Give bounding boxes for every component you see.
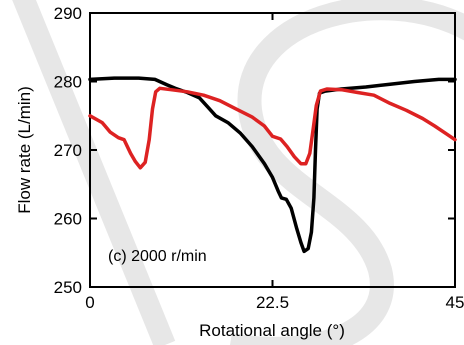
y-tick-label: 260 <box>54 210 82 229</box>
x-tick-label: 45 <box>446 293 464 312</box>
y-axis-label: Flow rate (L/min) <box>15 86 34 214</box>
series-line-2 <box>88 86 457 170</box>
x-tick-label: 22.5 <box>256 293 289 312</box>
x-tick-label: 0 <box>85 293 94 312</box>
y-tick-label: 270 <box>54 141 82 160</box>
chart-annotation: (c) 2000 r/min <box>108 248 207 265</box>
tick-layer: 0 22.5 45 250 260 270 280 290 <box>54 4 464 312</box>
y-tick-label: 290 <box>54 4 82 23</box>
y-tick-label: 250 <box>54 278 82 297</box>
y-tick-label: 280 <box>54 73 82 92</box>
series-layer <box>88 76 457 254</box>
x-axis-label: Rotational angle (°) <box>199 321 345 340</box>
